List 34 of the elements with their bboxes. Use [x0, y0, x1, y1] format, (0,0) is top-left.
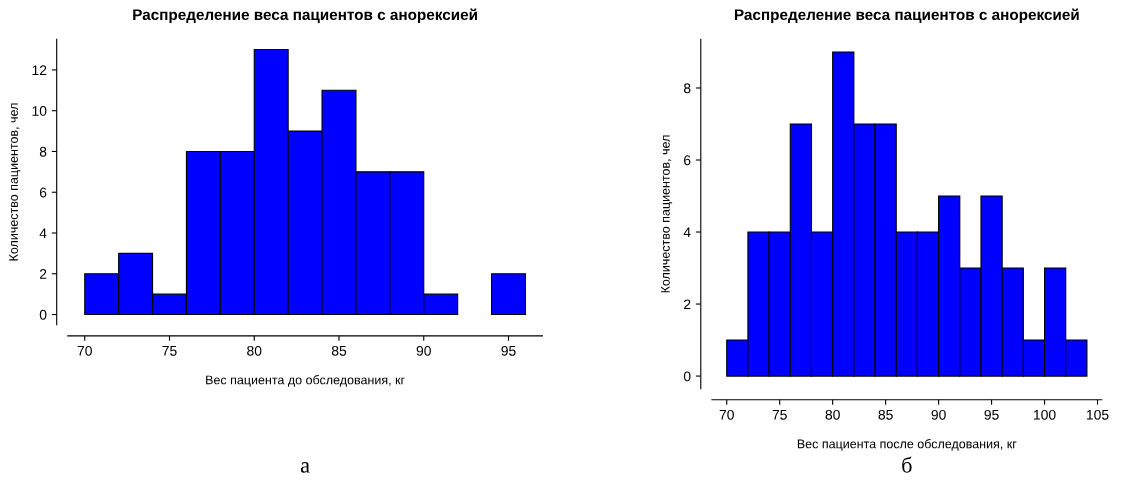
- y-tick-label: 4: [39, 228, 47, 239]
- y-tick-label: 12: [32, 65, 47, 75]
- y-tick-label: 0: [683, 371, 691, 382]
- x-tick-label: 80: [825, 409, 840, 420]
- x-tick-label: 80: [247, 345, 262, 356]
- y-axis-title: Количество пациентов, чел: [661, 135, 673, 293]
- y-tick-label: 6: [39, 187, 47, 198]
- y-tick-label: 10: [32, 106, 47, 116]
- y-axis-title: Количество пациентов, чел: [9, 103, 21, 261]
- chart-title: Распределение веса пациентов с анорексией: [133, 8, 477, 24]
- x-axis-title: Вес пациента после обследования, кг: [797, 439, 1017, 451]
- x-tick-label: 85: [331, 345, 347, 356]
- y-tick-label: 2: [684, 299, 691, 310]
- x-tick-label: 100: [1034, 409, 1056, 420]
- x-tick-label: 85: [878, 409, 893, 420]
- y-tick-label: 8: [683, 83, 691, 94]
- x-tick-label: 70: [77, 345, 92, 356]
- y-tick-label: 0: [39, 309, 47, 320]
- y-tick-label: 2: [39, 269, 47, 279]
- x-tick-label: 105: [1086, 409, 1109, 420]
- chart-title: Распределение веса пациентов с анорексией: [734, 8, 1079, 24]
- x-axis-title: Вес пациента до обследования, кг: [206, 375, 405, 387]
- text: б: [902, 456, 912, 473]
- text: а: [300, 462, 310, 473]
- x-tick-label: 90: [416, 345, 431, 356]
- x-tick-label: 90: [931, 409, 946, 420]
- x-tick-label: 95: [984, 409, 999, 420]
- x-tick-label: 75: [162, 346, 177, 356]
- x-tick-label: 95: [501, 345, 516, 356]
- y-tick-label: 6: [684, 155, 691, 166]
- x-tick-label: 70: [719, 409, 734, 420]
- x-tick-label: 75: [772, 410, 787, 420]
- y-tick-label: 4: [683, 227, 691, 238]
- y-tick-label: 8: [39, 146, 47, 157]
